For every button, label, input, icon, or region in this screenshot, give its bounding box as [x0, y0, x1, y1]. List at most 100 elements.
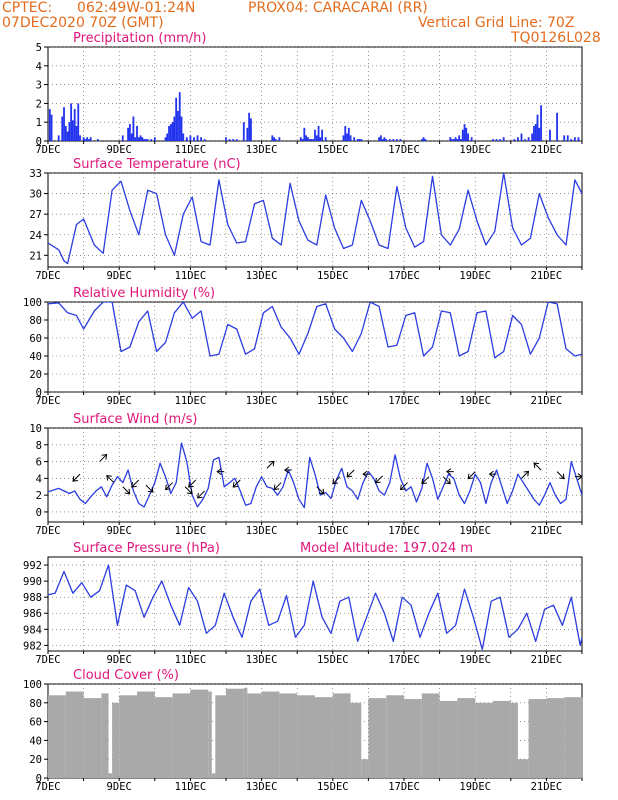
cloud-bar	[475, 702, 493, 778]
cloud-bar	[190, 689, 209, 778]
cloud-bar	[421, 693, 440, 778]
precip-bar	[502, 137, 505, 141]
panel-6-xtick-label: 21DEC	[531, 781, 563, 793]
precip-bar	[77, 103, 80, 141]
wind-arrow-head	[232, 482, 239, 488]
precip-bar	[57, 135, 60, 141]
wind-arrow-head	[273, 484, 280, 491]
panel-5-ytick-label: 982	[23, 640, 42, 652]
wind-arrow-shaft	[122, 486, 131, 495]
panel-4-xtick-label: 15DEC	[317, 525, 349, 537]
panel-2-series-line	[48, 173, 582, 265]
precip-bar	[460, 139, 462, 141]
precip-bar	[68, 122, 71, 141]
cloud-bar	[137, 691, 155, 778]
cloud-bar	[564, 697, 582, 778]
precip-bar	[64, 125, 67, 141]
panel-1-xtick-label: 7DEC	[35, 144, 60, 156]
header-init-time: 07DEC2020 70Z (GMT)	[2, 15, 164, 31]
precip-bar	[452, 139, 455, 141]
precip-bar	[82, 137, 85, 141]
panel-5-ytick-label: 984	[23, 624, 42, 636]
header-run-code: TQ0126L028	[511, 30, 601, 46]
precip-bar	[349, 135, 352, 141]
chart-header: CPTEC: 062:49W-01:24N PROX04: CARACARAI …	[0, 0, 618, 48]
panel-3-xtick-label: 13DEC	[246, 395, 278, 407]
precip-bar	[461, 129, 464, 141]
precip-bar	[540, 105, 542, 141]
precip-bar	[470, 137, 473, 141]
wind-arrow-head	[72, 476, 79, 482]
panel-3-xtick-label: 17DEC	[388, 395, 420, 407]
precip-bar	[556, 112, 558, 141]
precip-bar	[378, 137, 380, 141]
panel-3-xtick-label: 9DEC	[107, 395, 132, 407]
cloud-bar	[112, 702, 120, 778]
precip-bar	[492, 139, 494, 141]
wind-arrow-shaft	[467, 471, 476, 479]
panel-1-ytick-label: 3	[36, 80, 42, 92]
wind-arrow-head	[284, 466, 290, 474]
wind-arrow-shaft	[165, 482, 173, 490]
precip-bar	[150, 139, 153, 141]
panel-6-ytick-label: 0	[36, 773, 42, 785]
wind-arrow-head	[124, 488, 131, 495]
wind-arrow-head	[131, 482, 137, 488]
precip-bar	[136, 125, 138, 141]
precip-bar	[310, 139, 313, 141]
precip-bar	[315, 135, 318, 141]
wind-arrow-head	[106, 474, 112, 481]
wind-arrow-head	[488, 470, 494, 478]
precip-bar	[383, 137, 386, 141]
panel-5-xtick-label: 11DEC	[175, 654, 207, 666]
precip-bar	[536, 114, 539, 141]
precip-bar	[533, 125, 535, 141]
panel-4-xtick-label: 7DEC	[35, 525, 60, 537]
wind-arrow-head	[318, 488, 325, 495]
panel-1-ytick-label: 0	[36, 136, 42, 148]
panel-3-ytick-label: 60	[29, 333, 42, 345]
cloud-bar	[65, 691, 84, 778]
precip-bar	[86, 137, 89, 141]
precip-bar	[577, 137, 580, 141]
precip-bar	[392, 139, 395, 141]
precip-bar	[137, 137, 140, 141]
precip-bar	[246, 127, 249, 141]
precip-bar	[134, 137, 137, 141]
wind-arrow-shaft	[106, 475, 115, 483]
panel-4-frame	[47, 427, 583, 523]
precip-bar	[89, 137, 92, 141]
precip-bar	[305, 135, 307, 141]
precip-bar	[48, 109, 51, 141]
precip-bar	[177, 110, 179, 141]
cloud-bar	[510, 702, 518, 778]
precip-bar	[385, 139, 388, 141]
precip-bar	[517, 137, 519, 141]
cloud-bar	[108, 773, 113, 778]
wind-arrow-shaft	[197, 490, 205, 499]
precip-bar	[84, 139, 87, 141]
wind-arrow-head	[399, 484, 406, 491]
precip-bar	[189, 135, 192, 141]
precip-bar	[273, 137, 275, 141]
panel-1-xtick-label: 19DEC	[459, 144, 491, 156]
wind-arrow-shaft	[332, 476, 341, 485]
precip-bar	[228, 139, 231, 141]
panel-6-xtick-label: 9DEC	[107, 781, 132, 793]
cloud-bar	[528, 699, 547, 778]
precip-bar	[456, 139, 459, 141]
precip-bar	[570, 139, 573, 141]
panel-3-title: Relative Humidity (%)	[73, 286, 215, 301]
panel-6-xtick-label: 15DEC	[317, 781, 349, 793]
precip-bar	[306, 137, 309, 141]
precip-bar	[360, 139, 363, 141]
panel-2-ytick-label: 24	[29, 230, 42, 242]
cloud-bar	[386, 695, 404, 778]
precip-bar	[531, 133, 534, 141]
precip-bar	[146, 139, 149, 141]
panel-2-ytick-label: 27	[29, 209, 42, 221]
precip-bar	[63, 107, 65, 141]
precip-bar	[164, 137, 167, 141]
wind-arrow-shaft	[188, 479, 197, 488]
